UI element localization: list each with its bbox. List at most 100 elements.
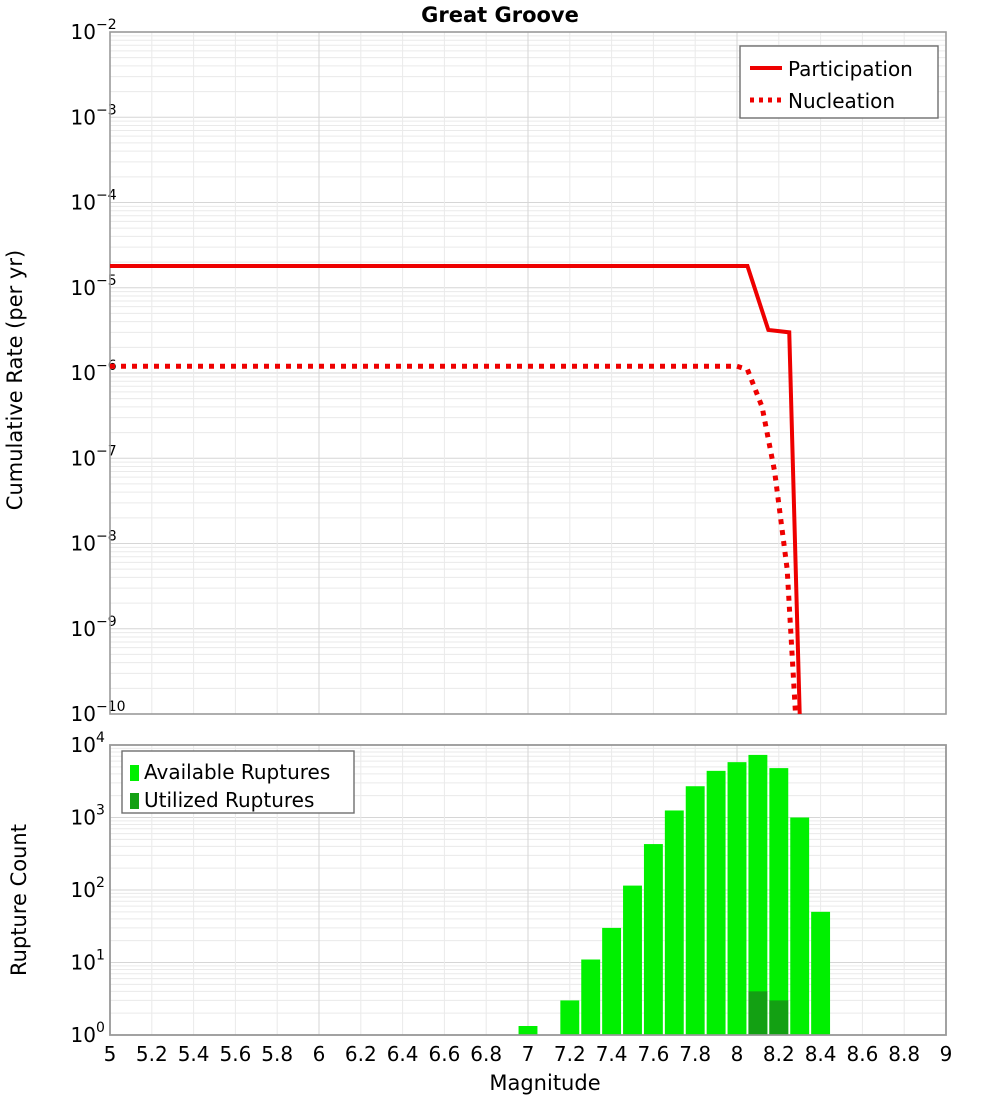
legend-label: Nucleation	[788, 89, 895, 113]
svg-text:10: 10	[71, 105, 96, 129]
legend-label: Participation	[788, 57, 913, 81]
y-axis-tick-label: 10 −2	[71, 17, 117, 44]
legend-background	[121, 750, 355, 814]
top-panel-legend: Participation Nucleation	[739, 45, 939, 119]
bar-available-ruptures	[560, 1000, 580, 1035]
bar-available-ruptures	[706, 770, 726, 1035]
svg-text:10: 10	[71, 702, 96, 726]
svg-text:10: 10	[71, 617, 96, 641]
y-axis-tick-label: 10 −5	[71, 273, 117, 300]
bar-series-group	[518, 754, 831, 1035]
legend-background	[739, 45, 939, 119]
bar-available-ruptures	[748, 754, 768, 1035]
y-axis-tick-label: 10 −4	[71, 188, 117, 215]
svg-text:4: 4	[96, 730, 105, 746]
bar-available-ruptures	[602, 927, 622, 1035]
bar-available-ruptures	[811, 911, 831, 1035]
x-axis-tick-label: 7.6	[637, 1042, 669, 1066]
svg-text:10: 10	[71, 1023, 96, 1047]
bar-available-ruptures	[623, 885, 642, 1035]
bottom-panel-y-axis-label: Rupture Count	[7, 824, 31, 976]
svg-text:−5: −5	[96, 273, 117, 289]
x-axis-tick-label: 6.4	[387, 1042, 419, 1066]
x-axis-tick-label: 8.2	[763, 1042, 795, 1066]
svg-text:−6: −6	[96, 358, 117, 374]
y-axis-tick-label: 10 0	[71, 1020, 105, 1047]
legend-swatch-available	[130, 765, 139, 781]
svg-text:10: 10	[71, 951, 96, 975]
x-axis-tick-label: 5.2	[136, 1042, 168, 1066]
x-axis-tick-label: 5.8	[261, 1042, 293, 1066]
bar-available-ruptures	[664, 810, 684, 1035]
svg-text:−9: −9	[96, 614, 117, 630]
svg-text:−2: −2	[96, 17, 117, 33]
rupture-count-panel: 10 010 110 210 310 45 5.2 5.4 5.6 5.8 6 6.2 6.4 6.6 6.…	[71, 730, 953, 1066]
svg-text:10: 10	[71, 20, 96, 44]
svg-text:−7: −7	[96, 443, 117, 459]
cumulative-rate-panel: 10−210−310−410−510−610−710−810−910 −10Par…	[71, 17, 947, 726]
svg-text:10: 10	[71, 276, 96, 300]
bar-available-ruptures	[769, 768, 789, 1035]
x-axis-tick-label: 8.6	[846, 1042, 878, 1066]
svg-text:0: 0	[96, 1020, 105, 1036]
x-axis-tick-label: 6	[313, 1042, 326, 1066]
plot-frame	[109, 31, 947, 715]
svg-text:10: 10	[71, 361, 96, 385]
svg-text:−4: −4	[96, 188, 117, 204]
svg-text:2: 2	[96, 875, 105, 891]
y-axis-tick-label: 10 −6	[71, 358, 117, 385]
legend-swatch-utilized	[130, 793, 139, 809]
line-series-participation	[110, 263, 802, 714]
plot-frame	[109, 744, 947, 1036]
x-axis-tick-label: 8.8	[888, 1042, 920, 1066]
bar-available-ruptures	[643, 844, 663, 1035]
bar-available-ruptures	[727, 762, 747, 1035]
grid-vertical	[109, 32, 947, 714]
x-axis-tick-label: 5.4	[178, 1042, 210, 1066]
x-axis-tick-label: 6.2	[345, 1042, 377, 1066]
x-axis-tick-label: 7	[522, 1042, 535, 1066]
x-axis-tick-label: 7.2	[554, 1042, 586, 1066]
y-axis-tick-label: 10 3	[71, 803, 105, 830]
x-axis-label: Magnitude	[489, 1071, 600, 1095]
svg-text:10: 10	[71, 446, 96, 470]
svg-text:−3: −3	[96, 102, 117, 118]
bar-utilized-ruptures	[769, 1000, 789, 1035]
bar-available-ruptures	[685, 786, 705, 1035]
line-series-nucleation	[110, 363, 799, 714]
svg-text:−8: −8	[96, 529, 117, 545]
page-title: Great Groove	[421, 3, 579, 27]
legend-label: Available Ruptures	[144, 760, 330, 784]
svg-text:10: 10	[71, 733, 96, 757]
y-axis-tick-label: 10 2	[71, 875, 105, 902]
svg-text:10: 10	[71, 532, 96, 556]
bar-available-ruptures	[790, 817, 810, 1035]
x-axis-tick-label: 7.8	[679, 1042, 711, 1066]
top-panel-y-axis-label: Cumulative Rate (per yr)	[3, 250, 27, 510]
y-axis-tick-label: 10 1	[71, 948, 105, 975]
x-axis-tick-label: 9	[940, 1042, 953, 1066]
bottom-panel-legend: Available Ruptures Utilized Ruptures	[121, 750, 355, 814]
x-axis-tick-label: 5	[104, 1042, 117, 1066]
svg-text:10: 10	[71, 191, 96, 215]
y-axis-tick-label: 10 −9	[71, 614, 117, 641]
legend-label: Utilized Ruptures	[144, 788, 314, 812]
x-axis-tick-label: 5.6	[219, 1042, 251, 1066]
y-axis-tick-label: 10 4	[71, 730, 105, 757]
svg-text:10: 10	[71, 806, 96, 830]
x-axis-tick-label: 8.4	[805, 1042, 837, 1066]
bar-available-ruptures	[518, 1026, 538, 1035]
y-axis-tick-label: 10 −7	[71, 443, 117, 470]
bar-utilized-ruptures	[748, 991, 768, 1035]
y-axis-tick-label: 10 −3	[71, 102, 117, 129]
x-axis-tick-label: 8	[731, 1042, 744, 1066]
line-series-group	[110, 263, 802, 714]
x-axis-tick-label: 6.8	[470, 1042, 502, 1066]
svg-text:1: 1	[96, 948, 105, 964]
bar-available-ruptures	[581, 959, 601, 1035]
svg-text:3: 3	[96, 803, 105, 819]
x-axis-tick-label: 7.4	[596, 1042, 628, 1066]
svg-text:10: 10	[71, 878, 96, 902]
